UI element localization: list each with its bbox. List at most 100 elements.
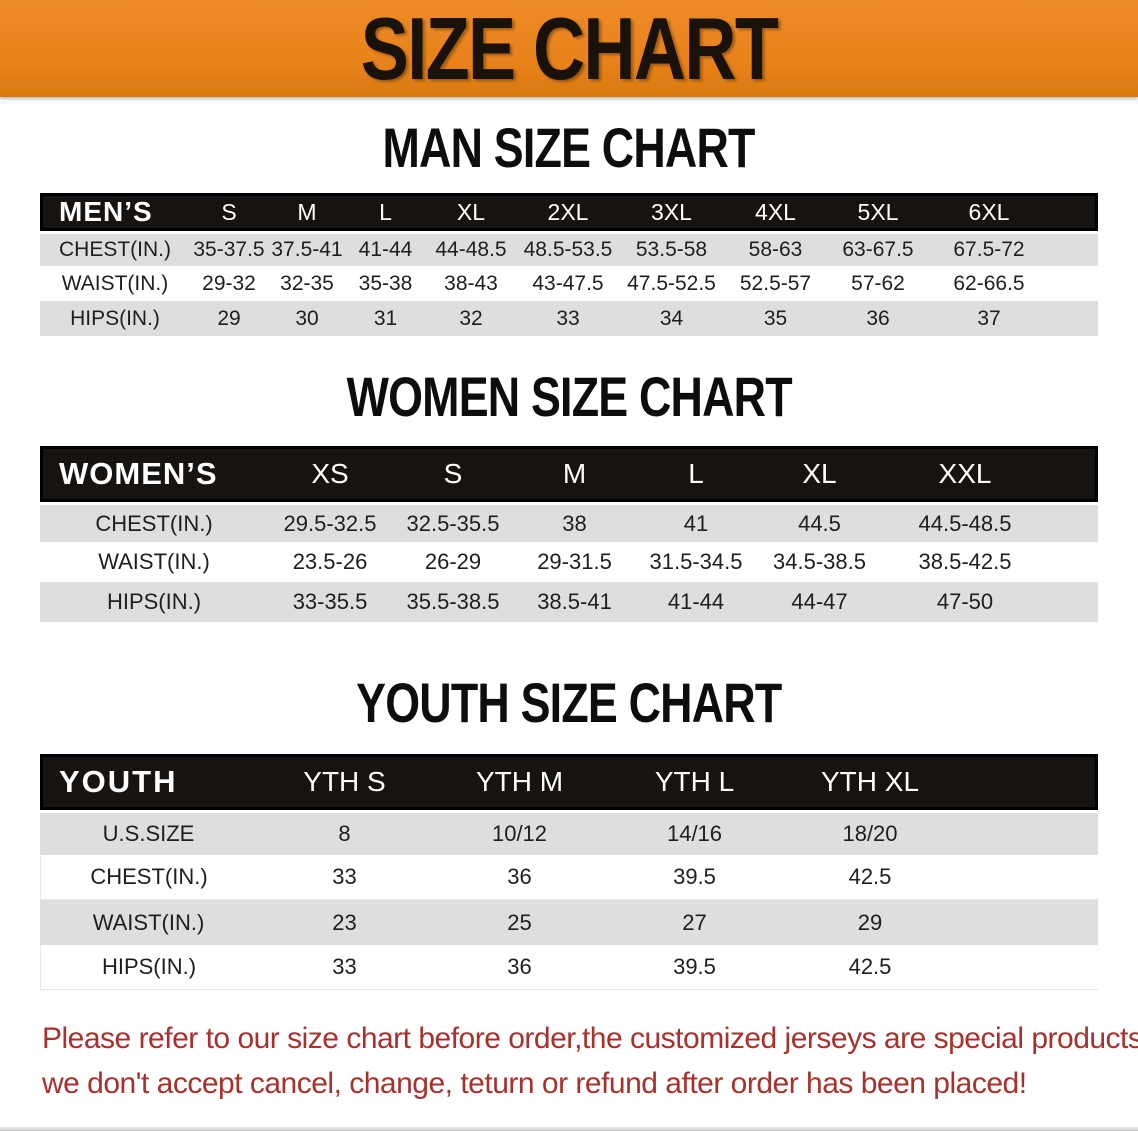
women-header-filler [1048,446,1098,502]
size-value: 41-44 [346,231,425,266]
size-value: 23 [332,909,357,935]
size-value: 30 [295,306,319,330]
youth-size-table: YOUTH YTH S YTH M YTH L YTH XL U.S.SIZE … [40,754,1098,990]
size-value: 33-35.5 [292,589,368,614]
women-col-header: M [514,446,635,502]
size-value: 38-43 [444,271,498,295]
size-value: 35-38 [358,271,413,295]
size-value: 23.5-26 [292,549,368,574]
size-value: 29-32 [202,271,256,295]
men-col-header: 3XL [619,193,724,231]
men-col-header: 4XL [724,193,827,231]
size-value: 63-67.5 [827,231,929,266]
youth-hips-row: HIPS(IN.) 33 36 39.5 42.5 [40,945,1098,990]
men-col-header: XL [425,193,517,231]
row-label: HIPS(IN.) [70,306,160,330]
youth-col-header: YTH M [432,754,607,810]
size-value: 36 [866,306,890,330]
size-value: 33 [257,945,432,990]
men-waist-row: WAIST(IN.) 29-32 32-35 35-38 38-43 43-47… [40,266,1098,301]
size-value: 47.5-52.5 [627,271,716,295]
men-col-header: 5XL [827,193,929,231]
size-value: 39.5 [607,855,782,900]
disclaimer-line-2: we don't accept cancel, change, teturn o… [42,1067,1027,1100]
size-value: 43-47.5 [532,271,604,295]
women-col-header: L [635,446,757,502]
size-value: 48.5-53.5 [517,231,619,266]
row-label: WAIST(IN.) [92,909,205,935]
row-label: CHEST(IN.) [40,502,268,542]
disclaimer-text: Please refer to our size chart before or… [42,1016,1138,1106]
size-value: 57-62 [851,271,905,295]
size-value: 44.5-48.5 [882,502,1048,542]
size-value: 25 [507,909,532,935]
men-corner-label: MEN’S [40,193,190,231]
size-value: 27 [682,909,707,935]
row-label: HIPS(IN.) [40,945,257,990]
men-col-header: L [346,193,425,231]
men-col-header: M [268,193,346,231]
size-value: 62-66.5 [953,271,1025,295]
youth-col-header: YTH L [607,754,782,810]
size-value: 39.5 [607,945,782,990]
size-value: 35 [763,306,788,330]
women-col-header: XL [757,446,882,502]
row-label: CHEST(IN.) [40,855,257,900]
row-label: WAIST(IN.) [61,271,169,295]
bottom-edge-line [0,1127,1138,1131]
size-value: 33 [257,855,432,900]
men-header-row: MEN’S S M L XL 2XL 3XL 4XL 5XL 6XL [40,193,1098,231]
size-value: 34.5-38.5 [773,549,866,574]
size-value: 18/20 [782,810,958,855]
size-value: 32.5-35.5 [392,502,514,542]
men-col-header: 2XL [517,193,619,231]
youth-corner-label: YOUTH [40,754,257,810]
size-value: 31 [373,306,398,330]
size-value: 35.5-38.5 [406,589,500,614]
size-value: 44.5 [757,502,882,542]
size-value: 41 [635,502,757,542]
youth-col-header: YTH S [257,754,432,810]
disclaimer-line-1: Please refer to our size chart before or… [42,1022,1138,1055]
men-col-header: S [190,193,268,231]
men-size-table: MEN’S S M L XL 2XL 3XL 4XL 5XL 6XL CHEST… [40,193,1098,336]
size-value: 42.5 [782,855,958,900]
size-value: 31.5-34.5 [649,549,743,574]
women-corner-label: WOMEN’S [40,446,268,502]
size-value: 26-29 [424,549,482,574]
banner-title: SIZE CHART [360,0,779,98]
size-value: 41-44 [667,589,725,614]
women-chest-row: CHEST(IN.) 29.5-32.5 32.5-35.5 38 41 44.… [40,502,1098,542]
size-value: 44-47 [791,589,848,614]
size-value: 37 [977,306,1001,330]
men-section-title-text: MAN SIZE CHART [382,116,756,179]
size-value: 67.5-72 [929,231,1049,266]
youth-ussize-row: U.S.SIZE 8 10/12 14/16 18/20 [40,810,1098,855]
size-value: 47-50 [936,589,994,614]
size-value: 8 [257,810,432,855]
size-value: 52.5-57 [739,271,812,295]
size-value: 36 [432,945,607,990]
size-value: 37.5-41 [268,231,346,266]
size-value: 36 [432,855,607,900]
size-value: 10/12 [432,810,607,855]
row-label: WAIST(IN.) [98,549,210,574]
youth-section-title: YOUTH SIZE CHART [0,675,1138,731]
youth-header-row: YOUTH YTH S YTH M YTH L YTH XL [40,754,1098,810]
size-value: 34 [659,306,684,330]
size-value: 38.5-41 [537,589,612,614]
men-chest-row: CHEST(IN.) 35-37.5 37.5-41 41-44 44-48.5… [40,231,1098,266]
size-value: 32 [459,306,483,330]
women-size-table: WOMEN’S XS S M L XL XXL CHEST(IN.) 29.5-… [40,446,1098,622]
size-value: 44-48.5 [425,231,517,266]
size-value: 29 [857,909,883,935]
women-waist-row: WAIST(IN.) 23.5-26 26-29 29-31.5 31.5-34… [40,542,1098,582]
size-value: 53.5-58 [619,231,724,266]
size-value: 35-37.5 [190,231,268,266]
size-value: 58-63 [724,231,827,266]
row-label: HIPS(IN.) [106,589,202,614]
row-label: CHEST(IN.) [40,231,190,266]
size-value: 29 [217,306,241,330]
men-hips-row: HIPS(IN.) 29 30 31 32 33 34 35 36 37 [40,301,1098,336]
size-value: 42.5 [782,945,958,990]
